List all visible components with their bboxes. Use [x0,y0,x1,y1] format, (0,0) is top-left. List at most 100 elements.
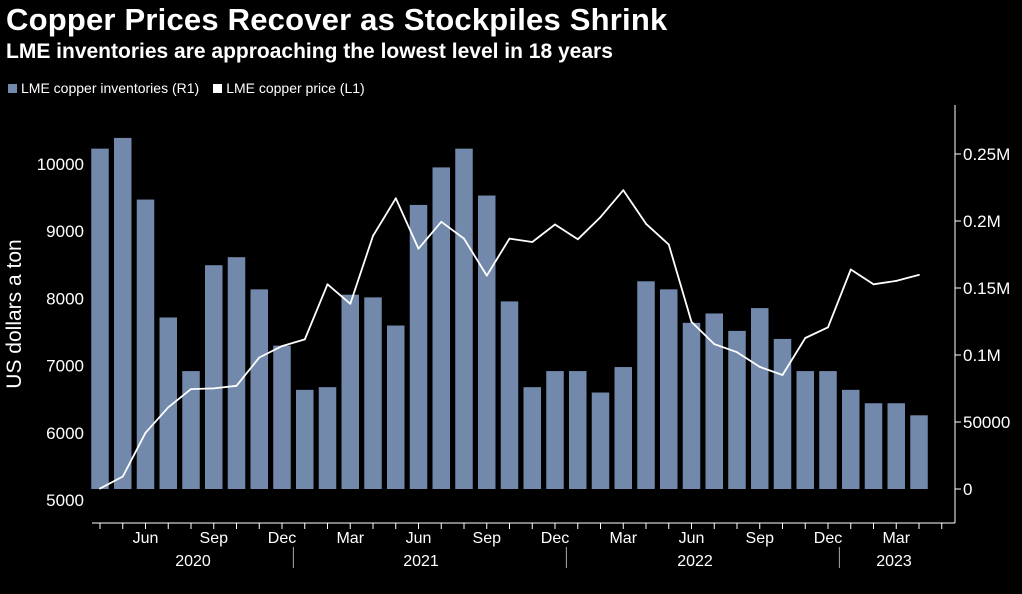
left-tick-label: 5000 [46,491,84,510]
inventory-bar [227,257,246,489]
legend-item-inventories: LME copper inventories (R1) [8,80,199,96]
inventory-bar [819,371,837,489]
inventory-bar [751,308,769,489]
price-point [167,406,170,409]
price-point [281,345,283,348]
inventory-bar [591,392,610,489]
legend-swatch-inventories [8,83,17,93]
legend-item-price: LME copper price (L1) [213,80,365,96]
inventory-bar [478,195,496,490]
price-point [849,268,852,271]
price-point [872,283,875,286]
price-point [758,366,761,368]
inventory-bar [273,345,291,489]
inventory-bar [341,294,359,489]
price-point [622,189,625,192]
left-tick-label: 8000 [46,289,84,308]
right-tick-label: 0.2M [963,212,1001,231]
inventory-bar [318,387,337,489]
inventory-bar [569,371,587,489]
x-month-label: Sep [200,530,229,547]
price-point [212,387,215,390]
inventory-bar [887,403,905,489]
x-month-label: Dec [268,530,296,547]
inventory-bar [114,137,132,490]
price-point [349,302,352,305]
price-point [508,237,511,240]
right-tick-label: 0.25M [963,145,1010,164]
price-point [713,343,716,345]
inventory-bar [500,301,519,489]
x-year-label: 2023 [876,553,912,570]
chart-title: Copper Prices Recover as Stockpiles Shri… [6,2,668,37]
x-month-label: Mar [609,530,637,547]
price-point [258,356,261,359]
price-point [485,274,488,277]
price-point [417,247,420,250]
price-point [895,280,898,282]
x-month-label: Mar [336,530,364,547]
price-point [781,374,784,376]
left-tick-label: 6000 [46,424,84,443]
inventory-bar [523,387,541,489]
inventory-bar [796,371,814,489]
inventory-bar [296,389,314,489]
x-month-label: Mar [882,530,910,547]
inventory-bar [409,204,428,490]
price-point [235,384,238,387]
price-point [576,238,579,241]
x-month-label: Dec [541,530,569,547]
price-point [144,431,147,434]
inventory-bar [136,199,155,489]
right-tick-label: 0.15M [963,279,1010,298]
chart-subtitle: LME inventories are approaching the lowe… [6,40,613,63]
price-point [918,273,920,276]
price-point [326,283,329,286]
x-month-label: Sep [473,530,502,547]
price-point [531,241,534,243]
legend-label-inventories: LME copper inventories (R1) [21,80,200,96]
inventory-bar [773,338,792,489]
price-point [121,475,124,478]
right-tick-label: 50000 [963,413,1010,432]
inventory-bar [159,317,177,489]
x-month-label: Jun [406,530,432,547]
inventory-bar [864,403,883,489]
price-point [645,222,647,225]
price-point [99,487,101,490]
left-tick-label: 7000 [46,357,84,376]
inventory-bar [455,148,473,489]
right-tick-label: 0.1M [963,346,1001,365]
inventory-bar [546,371,564,489]
inventory-bar [728,330,746,489]
inventory-bar [660,289,678,489]
price-point [372,235,374,237]
y-axis-title: US dollars a ton [3,239,26,388]
price-point [394,197,397,200]
inventory-bar [387,325,405,489]
price-point [599,216,602,218]
price-point [190,388,192,391]
left-tick-label: 9000 [46,222,84,241]
inventory-bar [205,265,223,489]
price-point [303,338,306,341]
inventory-bar [364,297,382,489]
x-year-label: 2021 [403,553,439,570]
right-tick-label: 0 [963,480,972,499]
x-year-label: 2020 [175,553,211,570]
legend: LME copper inventories (R1) LME copper p… [8,80,379,96]
price-point [554,223,556,226]
inventory-bar [250,289,268,489]
price-point [804,337,807,339]
x-month-label: Sep [746,530,775,547]
inventory-bar [682,322,701,489]
inventory-bar [705,313,723,489]
x-month-label: Jun [679,530,705,547]
inventory-bar [432,167,450,489]
legend-label-price: LME copper price (L1) [226,80,365,96]
x-year-label: 2022 [677,553,713,570]
inventory-bar [614,367,632,489]
price-point [667,243,670,246]
left-tick-label: 10000 [37,155,84,174]
